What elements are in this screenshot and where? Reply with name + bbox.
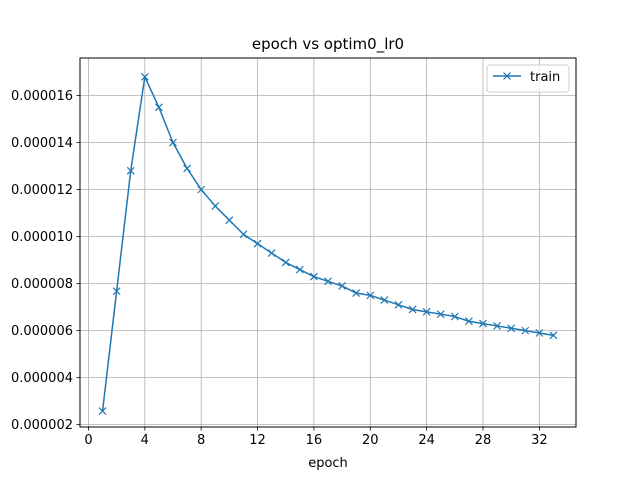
- data-point: [154, 103, 163, 112]
- data-point: [464, 317, 473, 326]
- x-marker-stroke: [535, 329, 544, 337]
- x-marker-stroke: [380, 296, 389, 305]
- x-marker-stroke: [211, 202, 220, 210]
- data-point: [295, 265, 304, 274]
- legend-box: [486, 64, 570, 93]
- data-point: [394, 300, 403, 309]
- x-marker-stroke: [154, 103, 163, 112]
- data-point: [408, 305, 417, 314]
- x-marker-stroke: [338, 282, 347, 290]
- x-marker-stroke: [352, 289, 361, 297]
- x-marker-stroke: [436, 310, 445, 319]
- x-tick-label: 12: [249, 433, 266, 448]
- data-point: [352, 289, 361, 297]
- data-point: [126, 166, 135, 175]
- x-marker-stroke: [295, 265, 304, 274]
- x-marker-stroke: [183, 164, 192, 173]
- data-point: [549, 331, 558, 340]
- x-marker-stroke: [197, 185, 206, 194]
- data-point: [535, 329, 544, 337]
- data-point: [112, 287, 121, 296]
- plot-area-frame: [79, 57, 577, 428]
- data-point: [338, 282, 347, 290]
- legend-marker-stroke: [503, 72, 511, 80]
- x-marker-stroke: [309, 272, 318, 281]
- x-marker-stroke: [169, 138, 177, 147]
- y-tick-label: 0.000008: [11, 277, 73, 292]
- x-tick-label: 32: [531, 433, 548, 448]
- x-tick-label: 8: [197, 433, 205, 448]
- grid: [80, 58, 576, 427]
- data-point: [239, 230, 248, 239]
- data-point: [211, 202, 220, 210]
- x-marker-stroke: [324, 277, 332, 286]
- x-tick-label: 0: [84, 433, 92, 448]
- x-marker-stroke: [464, 317, 473, 326]
- x-marker-stroke: [521, 326, 530, 335]
- data-point: [380, 296, 389, 305]
- y-tick-label: 0.000004: [11, 371, 73, 386]
- x-marker-stroke: [112, 287, 121, 296]
- data-point: [309, 272, 318, 281]
- data-point: [98, 407, 107, 415]
- data-point: [183, 164, 192, 173]
- x-tick-label: 28: [475, 433, 492, 448]
- x-marker-stroke: [408, 305, 417, 314]
- data-point: [169, 138, 177, 147]
- data-point: [140, 72, 149, 81]
- chart-title: epoch vs optim0_lr0: [252, 35, 404, 54]
- x-marker-stroke: [493, 322, 502, 330]
- data-point: [366, 291, 375, 300]
- data-point: [253, 239, 262, 248]
- x-tick-label: 24: [418, 433, 435, 448]
- x-marker-stroke: [253, 239, 262, 248]
- data-point: [521, 326, 530, 335]
- series-train: [98, 72, 558, 415]
- data-point: [281, 258, 290, 267]
- y-tick-label: 0.000010: [11, 230, 73, 245]
- x-marker-stroke: [126, 166, 135, 175]
- legend: train: [486, 64, 570, 93]
- y-tick-label: 0.000002: [11, 418, 73, 433]
- y-tick-label: 0.000014: [11, 136, 73, 151]
- x-tick-label: 20: [362, 433, 379, 448]
- x-tick-label: 4: [141, 433, 149, 448]
- x-marker-stroke: [479, 319, 487, 328]
- data-point: [267, 249, 276, 258]
- y-tick-label: 0.000016: [11, 89, 73, 104]
- y-axis: 0.000002 0.000004 0.000006 0.000008 0.000010…: [11, 89, 80, 433]
- data-point: [225, 216, 234, 225]
- x-marker-stroke: [549, 331, 558, 340]
- data-point: [436, 310, 445, 319]
- series-line: [101, 76, 554, 412]
- y-tick-label: 0.000012: [11, 183, 73, 198]
- y-tick-label: 0.000006: [11, 324, 73, 339]
- x-marker-stroke: [267, 249, 276, 258]
- x-marker-stroke: [98, 407, 107, 415]
- x-marker-stroke: [450, 312, 459, 321]
- x-marker-stroke: [239, 230, 248, 239]
- data-point: [422, 307, 431, 316]
- x-marker-stroke: [140, 72, 149, 81]
- x-marker-stroke: [366, 291, 375, 300]
- data-point: [507, 324, 516, 333]
- x-marker-stroke: [422, 307, 431, 316]
- x-marker-stroke: [281, 258, 290, 267]
- legend-label-train: train: [530, 70, 560, 85]
- data-point: [197, 185, 206, 194]
- data-point: [324, 277, 332, 286]
- x-axis: 0 4 8 12 16 20 24 28 32: [84, 427, 548, 448]
- x-marker-stroke: [394, 300, 403, 309]
- x-marker-stroke: [507, 324, 516, 333]
- x-tick-label: 16: [306, 433, 323, 448]
- x-marker-stroke: [225, 216, 234, 225]
- legend-x-marker: [503, 72, 511, 80]
- x-axis-label: epoch: [308, 456, 348, 471]
- data-point: [493, 322, 502, 330]
- data-point: [479, 319, 487, 328]
- data-point: [450, 312, 459, 321]
